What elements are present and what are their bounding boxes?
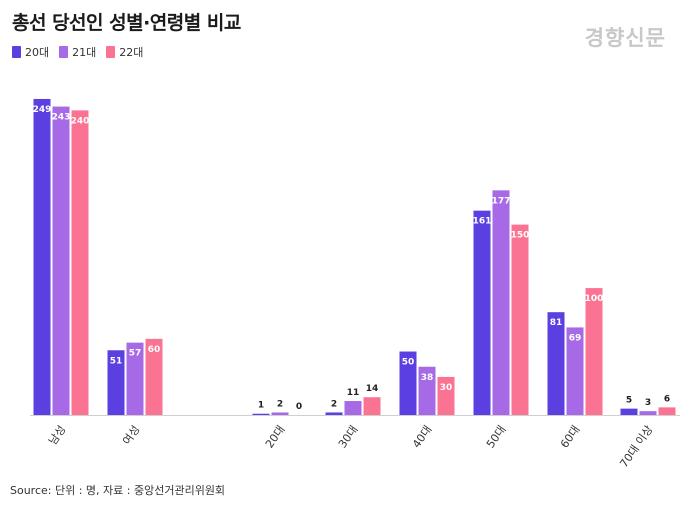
legend-label-20: 20대: [25, 46, 50, 59]
bar-20대-70대 이상[interactable]: [620, 408, 638, 415]
x-tick-label-tick-2: 20대: [263, 423, 287, 450]
bar-20대-20대[interactable]: [252, 413, 270, 415]
x-tick-label-tick-0: 남성: [46, 423, 68, 447]
bar-20대-남성[interactable]: [33, 98, 51, 415]
bar-21대-50대[interactable]: [492, 190, 510, 415]
bar-21대-여성[interactable]: [126, 342, 144, 415]
data-label-22대-20대: 0: [296, 402, 302, 412]
bar-20대-30대[interactable]: [325, 412, 343, 415]
data-label-21대-20대: 2: [277, 399, 283, 409]
x-tick-label-tick-7: 70대 이상: [617, 423, 655, 470]
x-tick-label-tick-5: 50대: [484, 423, 508, 450]
chart-title: 총선 당선인 성별·연령별 비교: [12, 12, 241, 34]
bar-22대-70대 이상[interactable]: [658, 407, 676, 415]
data-label-20대-남성: 249: [33, 105, 52, 115]
bar-22대-60대[interactable]: [585, 288, 603, 415]
bar-21대-60대[interactable]: [566, 327, 584, 415]
legend-item-22[interactable]: 22대: [106, 44, 143, 60]
data-label-20대-50대: 161: [473, 217, 492, 227]
data-label-22대-60대: 100: [585, 294, 604, 304]
bar-21대-20대[interactable]: [271, 412, 289, 415]
data-label-21대-70대 이상: 3: [645, 398, 651, 408]
data-label-22대-70대 이상: 6: [664, 394, 670, 404]
data-label-21대-50대: 177: [492, 196, 511, 206]
legend-swatch-20: [12, 46, 21, 58]
data-label-20대-20대: 1: [258, 401, 264, 411]
data-label-20대-60대: 81: [550, 318, 563, 328]
data-label-22대-여성: 60: [148, 345, 161, 355]
data-label-22대-남성: 240: [71, 116, 90, 126]
legend-swatch-22: [106, 46, 116, 58]
data-label-20대-40대: 50: [402, 358, 415, 368]
legend-swatch-21: [59, 46, 69, 58]
bar-22대-남성[interactable]: [71, 110, 89, 415]
bar-22대-40대[interactable]: [437, 376, 455, 415]
data-label-21대-남성: 243: [52, 113, 71, 123]
x-tick-label-tick-4: 40대: [410, 423, 434, 450]
bar-21대-30대[interactable]: [344, 401, 362, 415]
source-note: Source: 단위 : 명, 자료 : 중앙선거관리위원회: [10, 484, 226, 497]
legend-item-20[interactable]: 20대: [12, 44, 49, 60]
brand-logo: 경향신문: [584, 25, 666, 50]
bar-21대-남성[interactable]: [52, 106, 70, 416]
data-label-21대-여성: 57: [129, 349, 142, 359]
bar-22대-50대[interactable]: [511, 224, 529, 415]
data-label-22대-50대: 150: [511, 231, 530, 241]
bar-20대-여성[interactable]: [107, 350, 125, 415]
x-tick-label-tick-6: 60대: [558, 423, 582, 450]
legend-label-22: 22대: [119, 46, 144, 59]
x-tick-label-tick-1: 여성: [120, 423, 142, 447]
data-label-21대-30대: 11: [347, 388, 360, 398]
data-label-21대-60대: 69: [569, 333, 582, 343]
bar-21대-70대 이상[interactable]: [639, 411, 657, 415]
data-label-20대-30대: 2: [331, 399, 337, 409]
data-label-20대-70대 이상: 5: [626, 396, 632, 406]
data-label-22대-40대: 30: [440, 383, 453, 393]
data-label-20대-여성: 51: [110, 356, 123, 366]
legend-item-21[interactable]: 21대: [59, 44, 96, 60]
x-tick-label-tick-3: 30대: [336, 423, 360, 450]
bar-21대-40대[interactable]: [418, 366, 436, 415]
bar-20대-40대[interactable]: [399, 351, 417, 415]
data-label-22대-30대: 14: [366, 384, 379, 394]
bar-20대-60대[interactable]: [547, 312, 565, 415]
bar-22대-30대[interactable]: [363, 397, 381, 415]
legend: 20대 21대 22대: [12, 44, 143, 60]
data-label-21대-40대: 38: [421, 373, 434, 383]
legend-label-21: 21대: [72, 46, 97, 59]
bar-20대-50대[interactable]: [473, 210, 491, 415]
bar-22대-여성[interactable]: [145, 338, 163, 415]
